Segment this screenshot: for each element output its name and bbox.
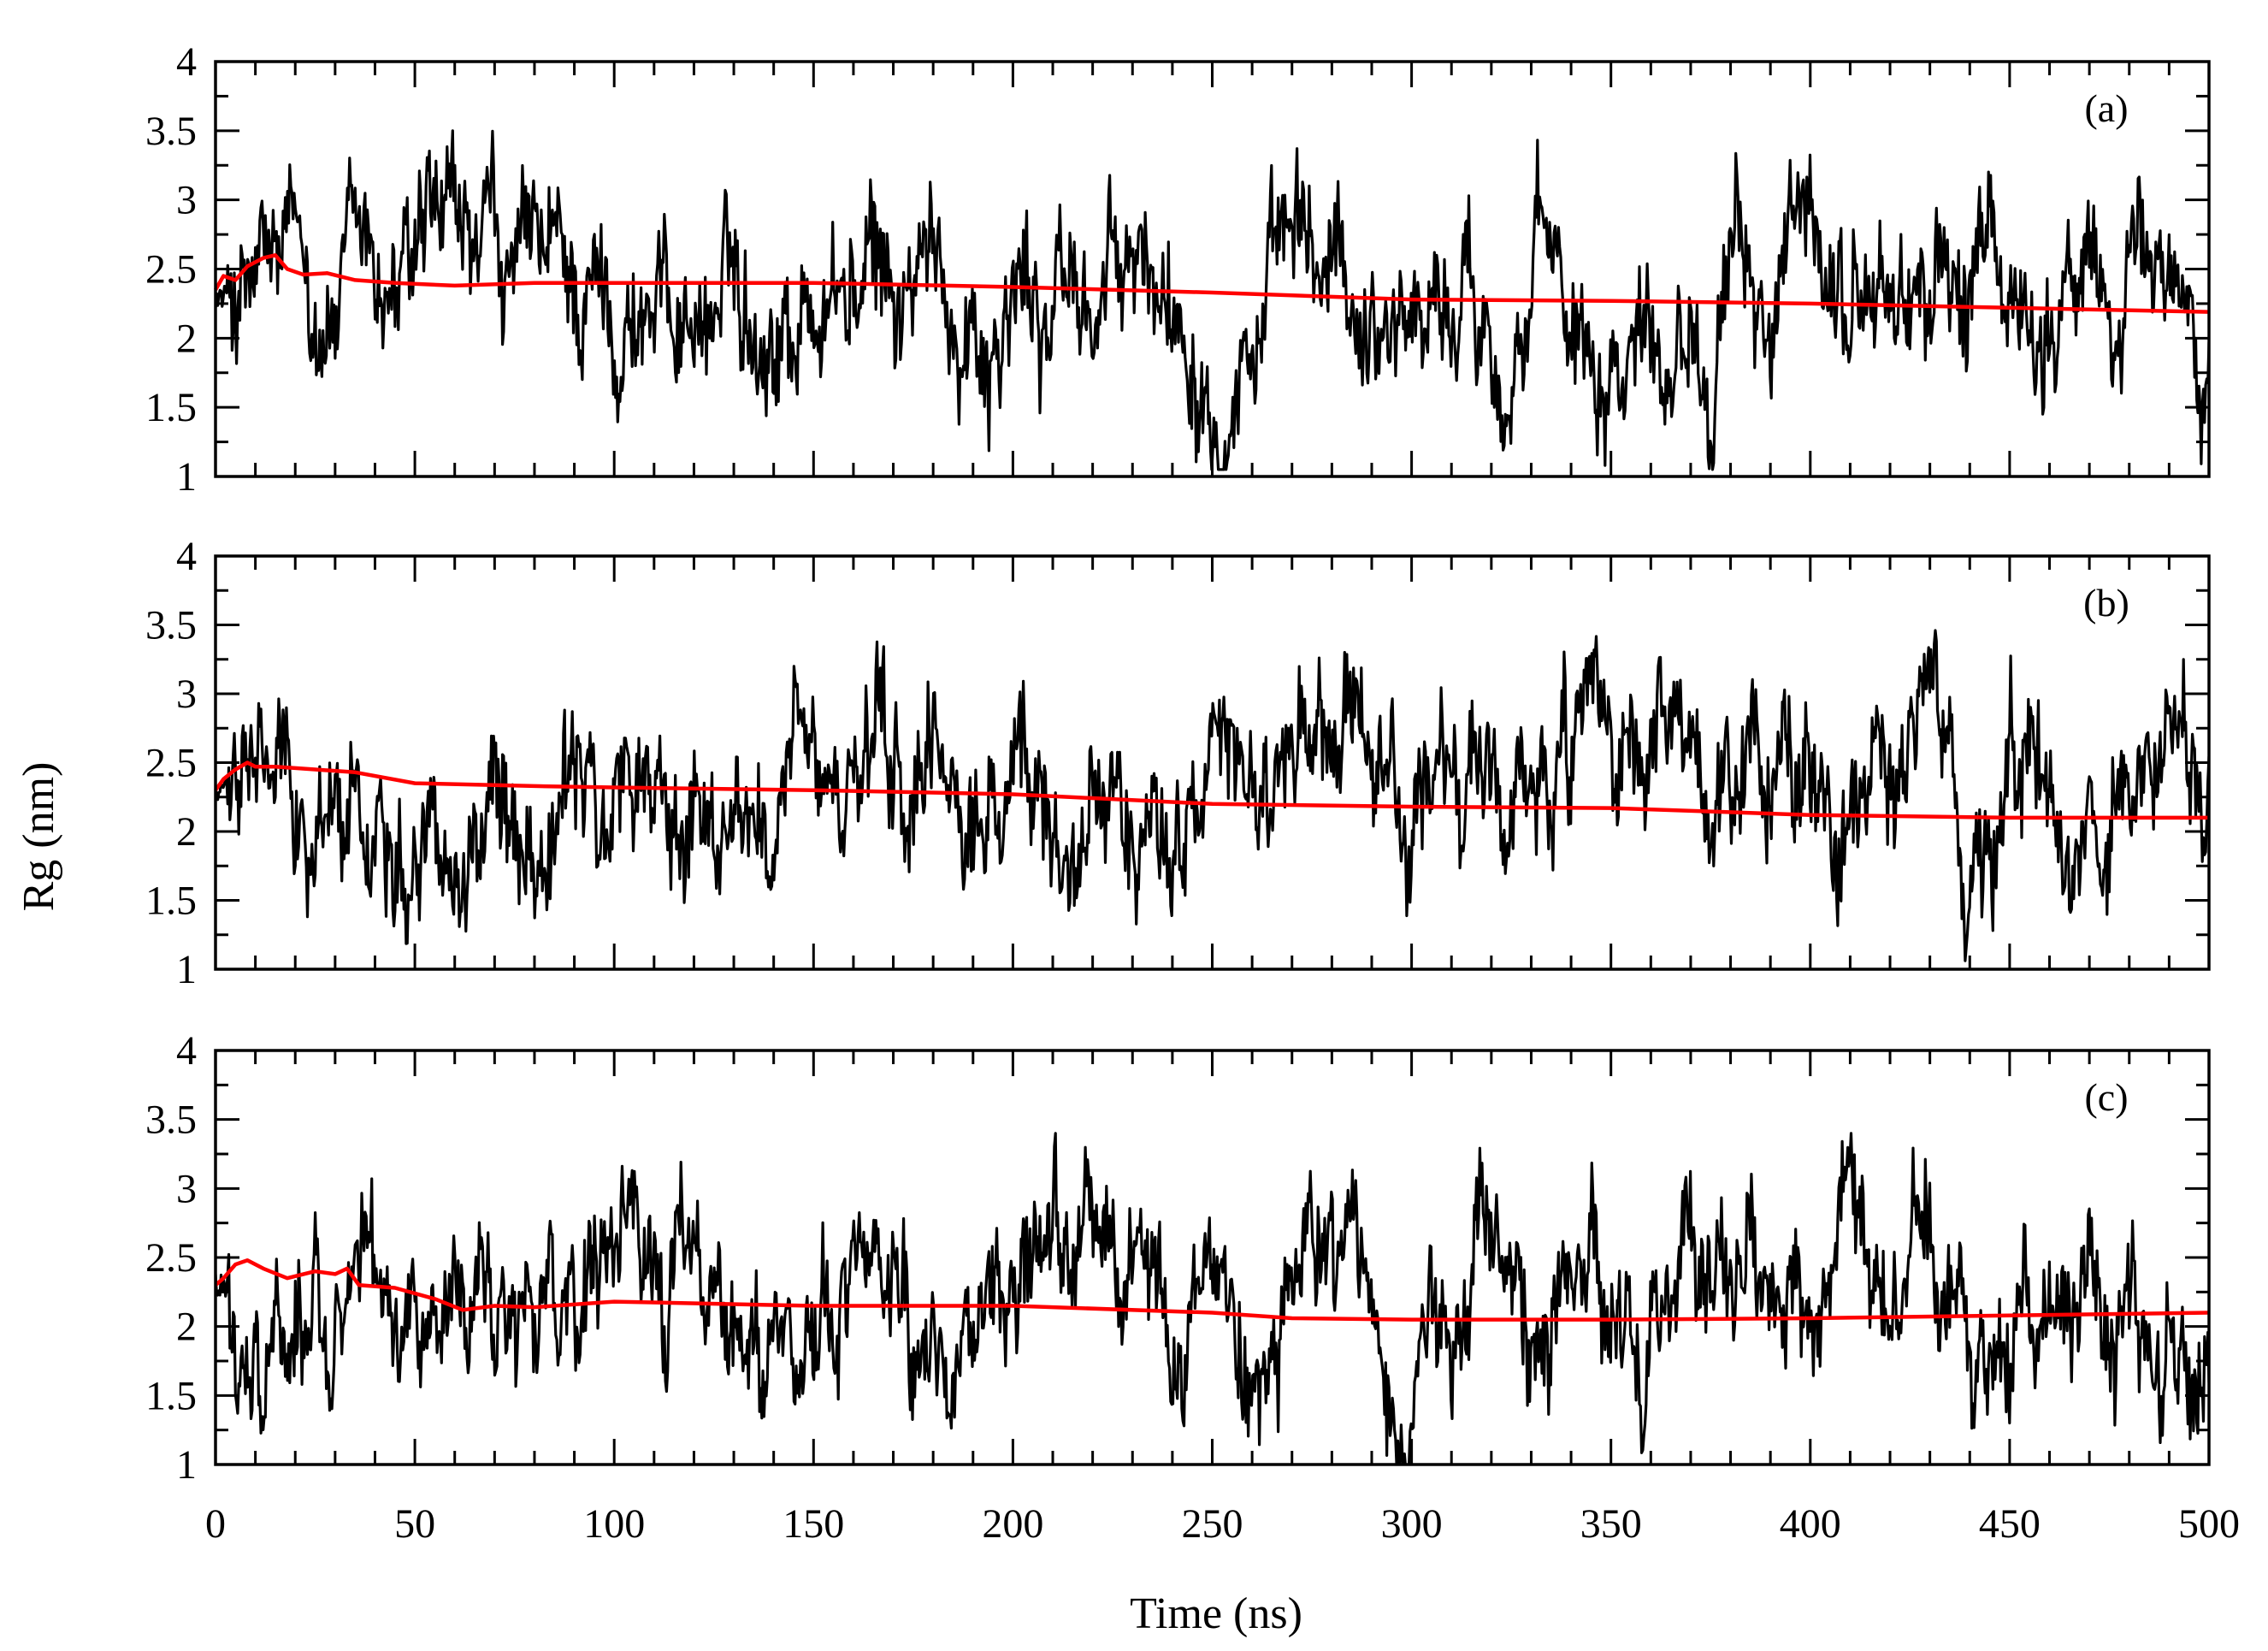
y-axis-label: Rg (nm) bbox=[15, 762, 63, 912]
plot-frame bbox=[214, 554, 2211, 971]
running-average-line bbox=[214, 253, 2210, 314]
y-tick-label: 2 bbox=[176, 316, 197, 361]
y-tick-label: 1 bbox=[176, 1442, 197, 1488]
panel-label: (c) bbox=[2084, 1075, 2128, 1119]
panel-a: 1 1.5 2 2.5 3 3.5 4 (a) bbox=[145, 39, 2211, 500]
y-tick-label: 2 bbox=[176, 809, 197, 855]
raw-rg-trace bbox=[216, 629, 2209, 962]
x-tick-label: 350 bbox=[1580, 1501, 1642, 1547]
x-tick-label: 300 bbox=[1381, 1501, 1443, 1547]
y-tick-label: 4 bbox=[176, 39, 197, 85]
x-tick-label: 400 bbox=[1780, 1501, 1841, 1547]
x-tick-label: 0 bbox=[205, 1501, 226, 1547]
y-tick-label: 1.5 bbox=[145, 1373, 197, 1418]
y-tick-label: 3.5 bbox=[145, 109, 197, 154]
panel-label: (b) bbox=[2083, 581, 2129, 624]
y-tick-label: 1 bbox=[176, 947, 197, 992]
x-tick-label: 450 bbox=[1979, 1501, 2041, 1547]
y-tick-label: 1 bbox=[176, 454, 197, 500]
y-tick-label: 3 bbox=[176, 672, 197, 717]
x-tick-label: 150 bbox=[783, 1501, 844, 1547]
raw-rg-trace bbox=[216, 1132, 2209, 1465]
x-tick-label: 500 bbox=[2178, 1501, 2240, 1547]
y-tick-label: 2.5 bbox=[145, 741, 197, 786]
x-tick-label: 200 bbox=[982, 1501, 1043, 1547]
panel-b: 1 1.5 2 2.5 3 3.5 4 (b) bbox=[145, 534, 2211, 992]
y-tick-label: 1.5 bbox=[145, 879, 197, 924]
y-tick-label: 3.5 bbox=[145, 1098, 197, 1143]
running-average-line bbox=[214, 760, 2209, 820]
panel-label: (a) bbox=[2084, 86, 2128, 130]
running-average-line bbox=[214, 1257, 2210, 1322]
y-tick-label: 2.5 bbox=[145, 1235, 197, 1281]
x-axis-label: Time (ns) bbox=[1130, 1589, 1302, 1638]
y-tick-label: 4 bbox=[176, 534, 197, 579]
y-tick-label: 2 bbox=[176, 1305, 197, 1350]
y-tick-label: 3.5 bbox=[145, 603, 197, 648]
panels-layer: 1 1.5 2 2.5 3 3.5 4 (a) 1 1.5 2 2.5 3 3.5 4 (b) 1 1.5 2 2.5… bbox=[145, 39, 2211, 1488]
x-tick-label: 100 bbox=[583, 1501, 645, 1547]
raw-rg-trace bbox=[216, 129, 2209, 471]
y-tick-label: 4 bbox=[176, 1028, 197, 1074]
panel-c: 1 1.5 2 2.5 3 3.5 4 (c) bbox=[145, 1028, 2211, 1488]
x-tick-labels: 0 50 100 150 200 250 300 350 400 450 500 bbox=[205, 1501, 2240, 1547]
y-tick-label: 1.5 bbox=[145, 385, 197, 430]
y-tick-label: 2.5 bbox=[145, 247, 197, 293]
x-tick-label: 250 bbox=[1182, 1501, 1243, 1547]
x-tick-label: 50 bbox=[394, 1501, 435, 1547]
y-tick-label: 3 bbox=[176, 1166, 197, 1211]
y-tick-label: 3 bbox=[176, 178, 197, 223]
